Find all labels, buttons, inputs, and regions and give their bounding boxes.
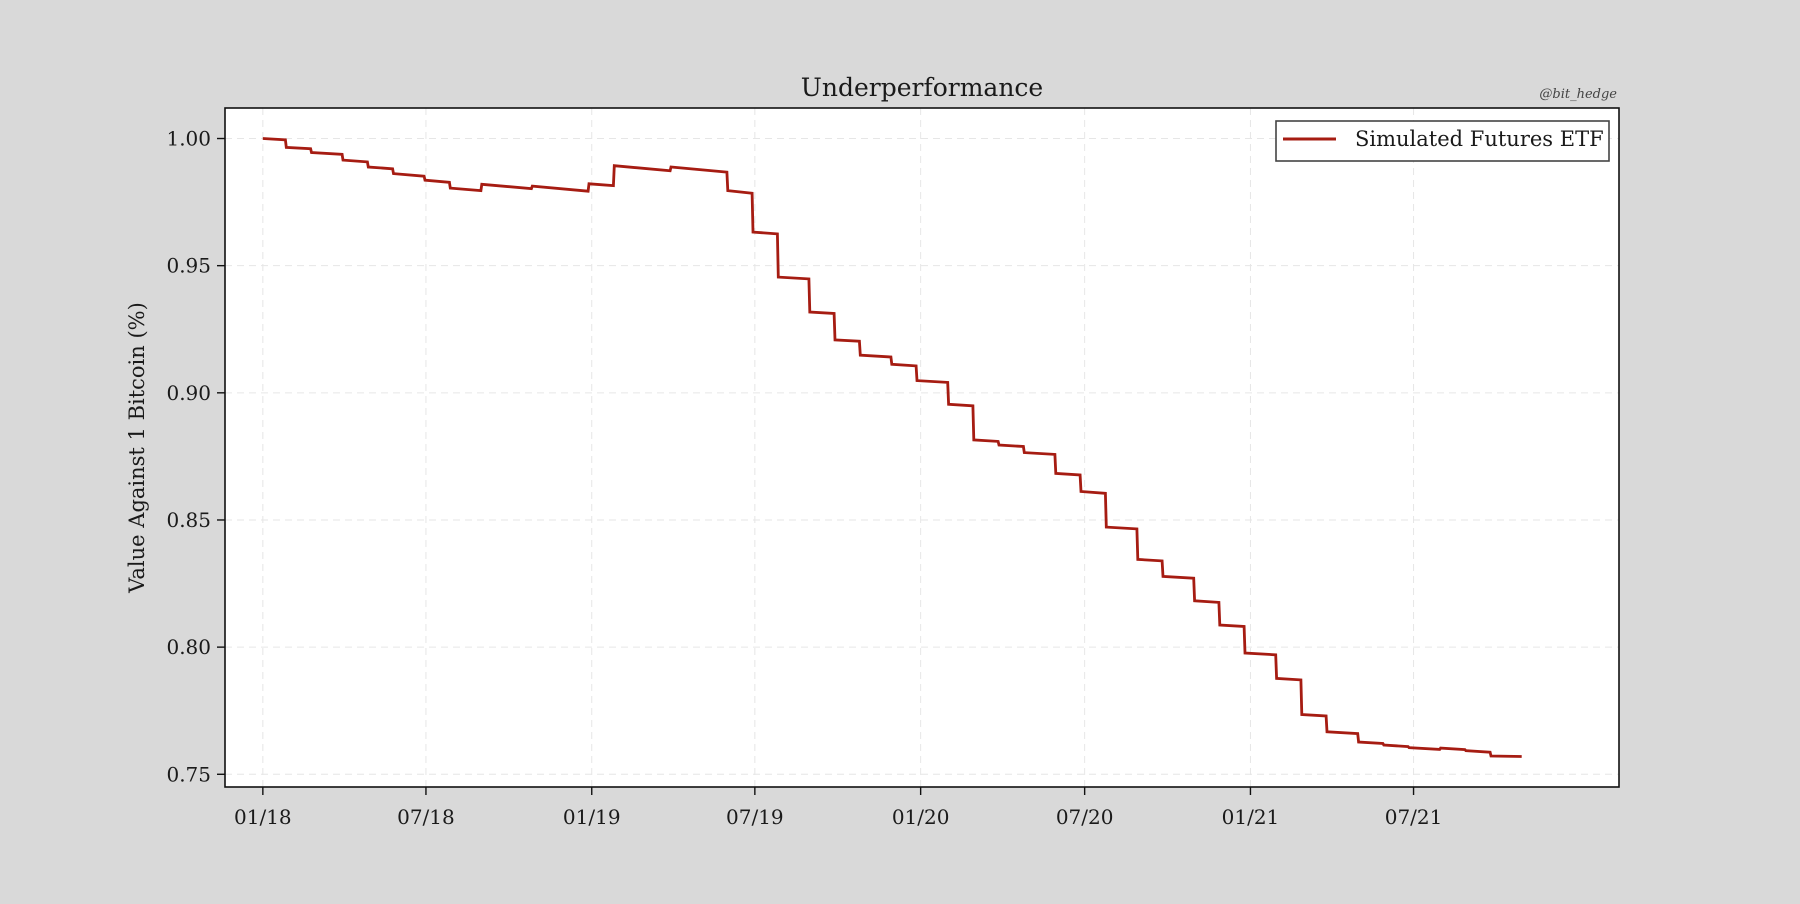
y-tick-label: 0.75 [166, 762, 211, 786]
x-tick-label: 07/19 [726, 805, 784, 829]
y-axis-label: Value Against 1 Bitcoin (%) [125, 302, 149, 594]
y-tick-label: 1.00 [166, 127, 211, 151]
x-tick-label: 01/20 [892, 805, 950, 829]
y-tick-label: 0.95 [166, 254, 211, 278]
y-tick-label: 0.85 [166, 508, 211, 532]
chart-title: Underperformance [801, 73, 1043, 102]
x-tick-label: 07/21 [1385, 805, 1443, 829]
y-tick-label: 0.90 [166, 381, 211, 405]
plot-frame [224, 107, 1620, 788]
x-tick-label: 07/20 [1056, 805, 1114, 829]
x-tick-label: 01/18 [234, 805, 292, 829]
grid [225, 108, 1619, 787]
series-layer [262, 137, 1522, 758]
axis-ticks: 01/18 07/18 01/19 07/19 01/20 07/20 01/21 07/21… [166, 127, 1442, 829]
x-tick-label: 07/18 [397, 805, 455, 829]
plot-area [225, 108, 1619, 787]
y-tick-label: 0.80 [166, 635, 211, 659]
credit-label: @bit_hedge [1539, 87, 1617, 102]
legend: Simulated Futures ETF [1275, 120, 1610, 162]
x-tick-label: 01/21 [1222, 805, 1280, 829]
legend-label: Simulated Futures ETF [1355, 127, 1604, 151]
legend-box [1275, 120, 1610, 162]
x-tick-label: 01/19 [563, 805, 621, 829]
series-line [262, 137, 1522, 758]
